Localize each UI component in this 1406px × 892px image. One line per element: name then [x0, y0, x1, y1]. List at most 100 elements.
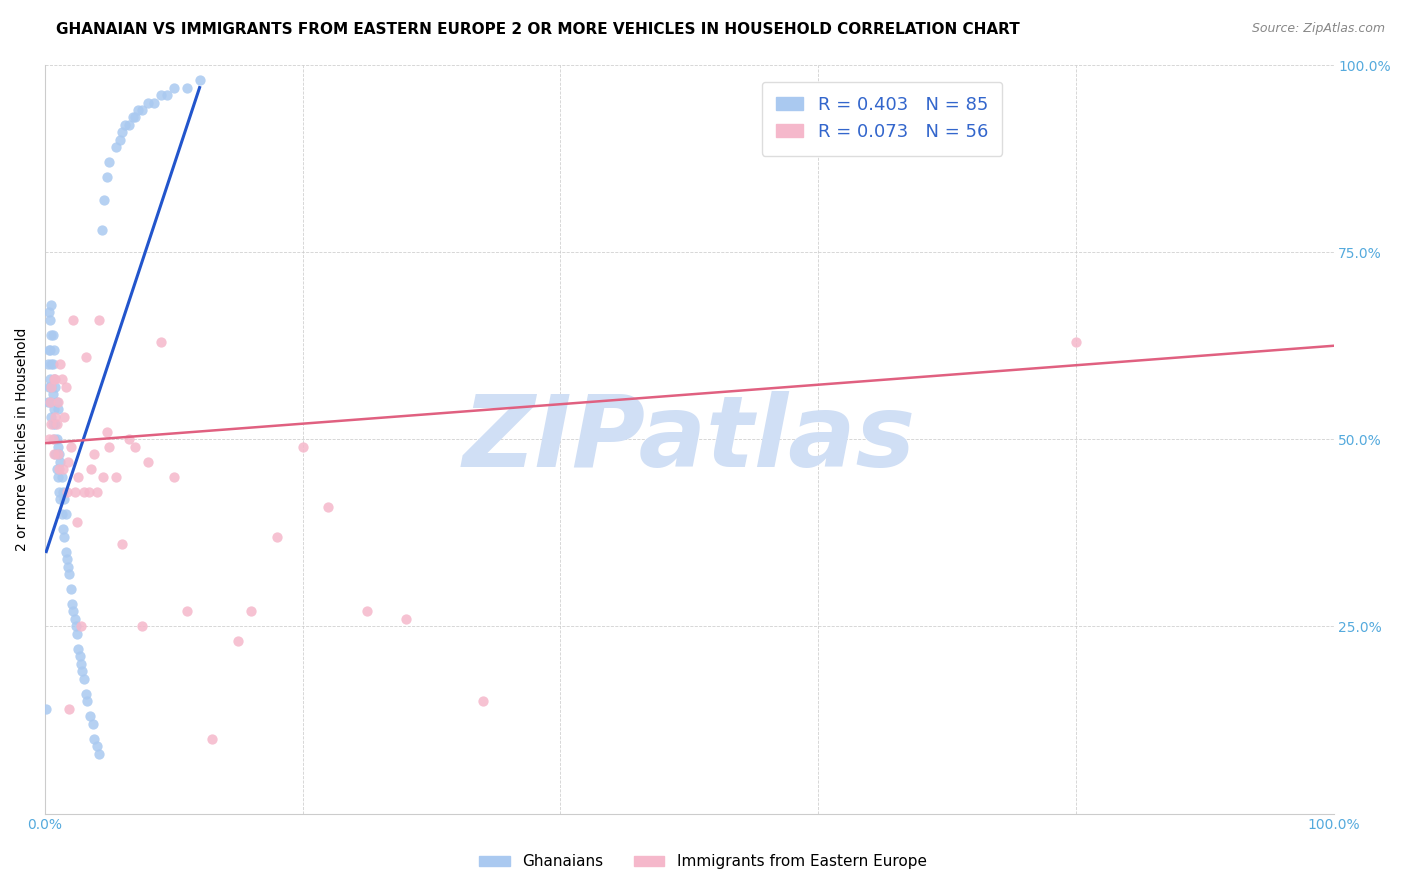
Point: [69, 649, 91, 664]
Point: [1064, 334, 1087, 349]
Point: [41, 297, 63, 311]
Point: [55, 544, 77, 558]
Point: [42, 372, 65, 386]
Point: [188, 73, 211, 87]
Point: [266, 530, 288, 544]
Point: [39, 395, 62, 409]
Point: [472, 694, 495, 708]
Point: [46, 469, 69, 483]
Point: [41, 409, 63, 424]
Text: GHANAIAN VS IMMIGRANTS FROM EASTERN EUROPE 2 OR MORE VEHICLES IN HOUSEHOLD CORRE: GHANAIAN VS IMMIGRANTS FROM EASTERN EURO…: [56, 22, 1019, 37]
Point: [38, 305, 60, 319]
Point: [49, 455, 72, 469]
Point: [60, 597, 83, 611]
Point: [87, 312, 110, 326]
Point: [41, 358, 63, 372]
Text: ZIPatlas: ZIPatlas: [463, 391, 915, 488]
Point: [291, 440, 314, 454]
Point: [45, 462, 67, 476]
Point: [59, 440, 82, 454]
Point: [131, 103, 153, 117]
Point: [127, 103, 149, 117]
Point: [79, 709, 101, 723]
Point: [318, 500, 340, 514]
Point: [46, 447, 69, 461]
Point: [136, 95, 159, 110]
Point: [77, 484, 100, 499]
Point: [51, 372, 73, 386]
Point: [176, 80, 198, 95]
Point: [70, 619, 93, 633]
Point: [62, 604, 84, 618]
Point: [395, 612, 418, 626]
Point: [75, 350, 97, 364]
Point: [39, 372, 62, 386]
Point: [75, 687, 97, 701]
Point: [46, 395, 69, 409]
Point: [67, 641, 90, 656]
Point: [46, 402, 69, 417]
Point: [42, 433, 65, 447]
Point: [72, 665, 94, 679]
Point: [104, 469, 127, 483]
Point: [108, 133, 131, 147]
Point: [42, 372, 65, 386]
Point: [67, 469, 90, 483]
Point: [41, 433, 63, 447]
Point: [226, 634, 249, 648]
Point: [56, 559, 79, 574]
Point: [41, 417, 63, 432]
Point: [156, 88, 179, 103]
Point: [37, 395, 59, 409]
Point: [59, 582, 82, 596]
Point: [136, 455, 159, 469]
Point: [93, 193, 115, 207]
Point: [37, 358, 59, 372]
Point: [51, 469, 73, 483]
Point: [44, 409, 66, 424]
Point: [58, 702, 80, 716]
Point: [104, 140, 127, 154]
Point: [83, 447, 105, 461]
Legend: Ghanaians, Immigrants from Eastern Europe: Ghanaians, Immigrants from Eastern Europ…: [474, 848, 932, 875]
Point: [53, 409, 76, 424]
Point: [111, 125, 134, 139]
Point: [56, 484, 79, 499]
Point: [44, 417, 66, 432]
Point: [163, 469, 186, 483]
Point: [163, 80, 186, 95]
Point: [38, 343, 60, 357]
Point: [118, 118, 141, 132]
Y-axis label: 2 or more Vehicles in Household: 2 or more Vehicles in Household: [15, 327, 30, 551]
Point: [52, 484, 75, 499]
Point: [41, 327, 63, 342]
Point: [124, 440, 146, 454]
Point: [143, 95, 166, 110]
Point: [49, 492, 72, 507]
Point: [41, 327, 63, 342]
Point: [46, 440, 69, 454]
Point: [96, 170, 118, 185]
Point: [41, 417, 63, 432]
Point: [66, 627, 89, 641]
Legend: R = 0.403   N = 85, R = 0.073   N = 56: R = 0.403 N = 85, R = 0.073 N = 56: [762, 81, 1002, 155]
Point: [39, 395, 62, 409]
Point: [58, 567, 80, 582]
Point: [48, 462, 70, 476]
Point: [56, 552, 79, 566]
Point: [96, 425, 118, 439]
Point: [41, 358, 63, 372]
Point: [45, 417, 67, 432]
Point: [149, 88, 172, 103]
Point: [80, 462, 103, 476]
Point: [124, 111, 146, 125]
Point: [66, 515, 89, 529]
Point: [42, 447, 65, 461]
Point: [44, 372, 66, 386]
Point: [44, 447, 66, 461]
Point: [90, 223, 112, 237]
Point: [42, 402, 65, 417]
Point: [45, 433, 67, 447]
Point: [356, 604, 378, 618]
Point: [45, 395, 67, 409]
